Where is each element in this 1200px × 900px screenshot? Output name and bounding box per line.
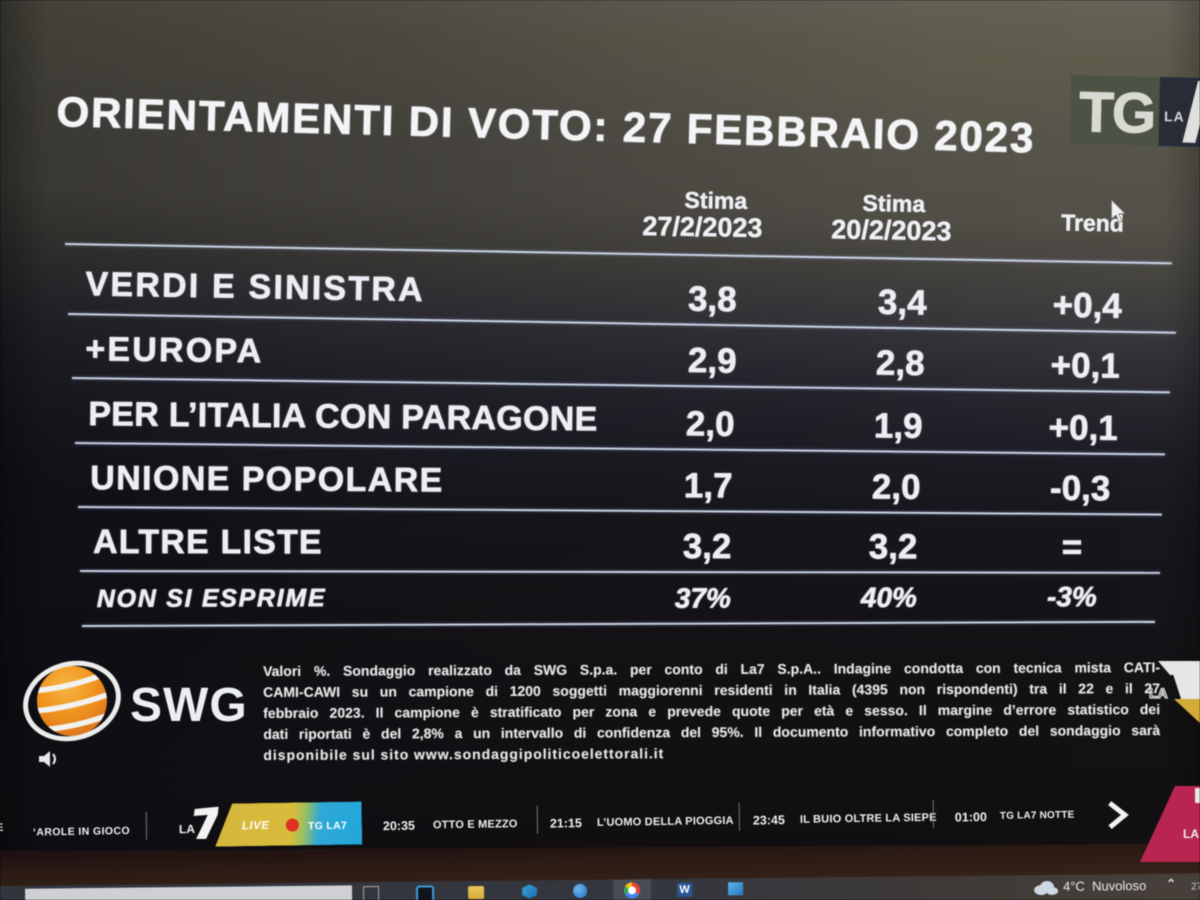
svg-text:LA: LA bbox=[1183, 827, 1199, 841]
svg-text:SWG: SWG bbox=[130, 679, 248, 732]
svg-text:LA: LA bbox=[1149, 685, 1168, 701]
